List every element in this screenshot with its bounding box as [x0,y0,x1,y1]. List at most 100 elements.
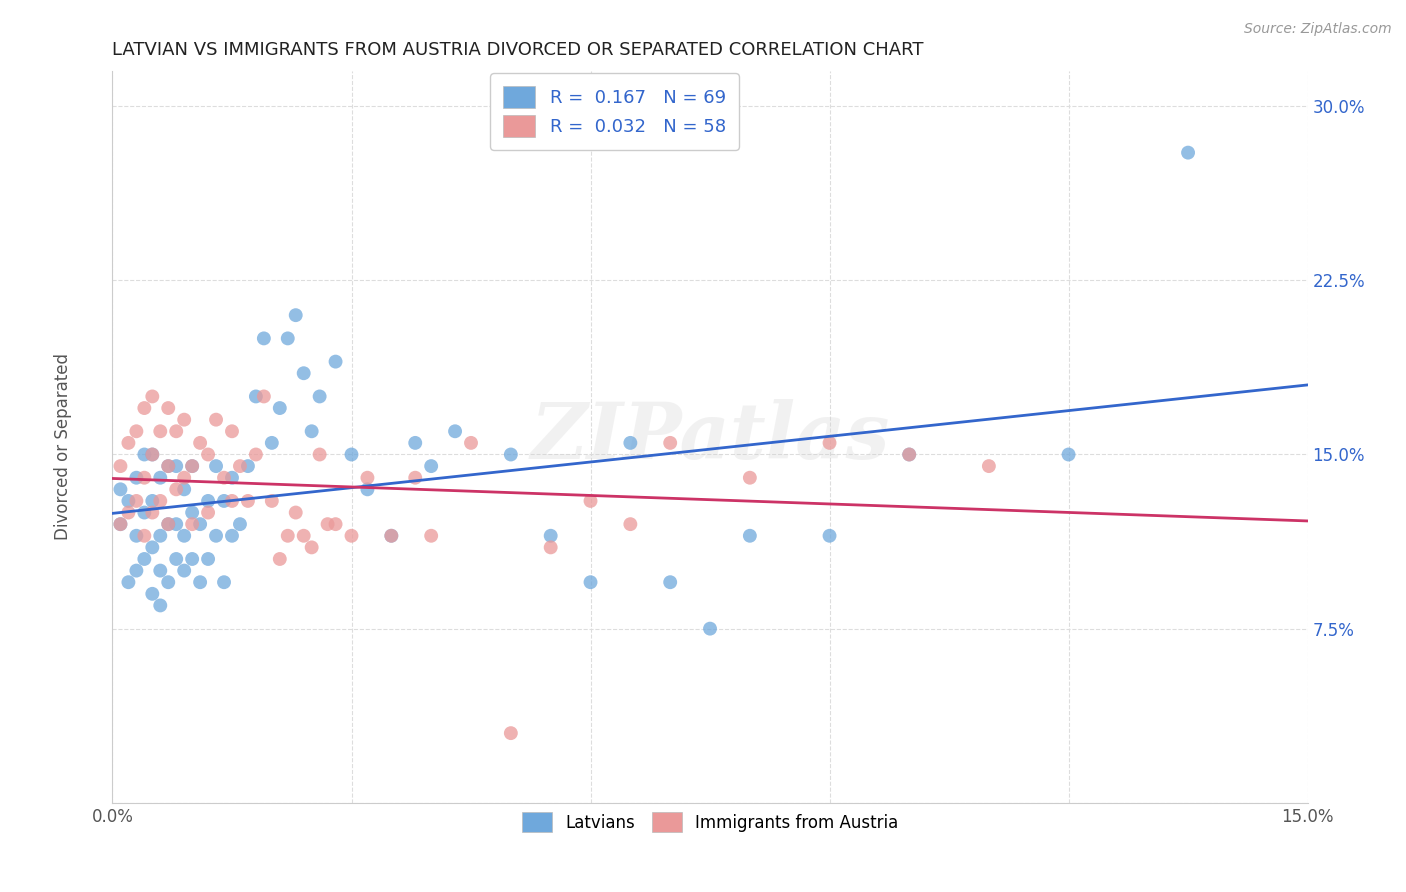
Point [260,436,283,450]
Point [188,436,211,450]
Point [117,506,139,520]
Point [157,575,180,590]
Point [181,459,204,474]
Point [141,506,163,520]
Point [1057,448,1080,462]
Point [540,529,562,543]
Legend: Latvians, Immigrants from Austria: Latvians, Immigrants from Austria [509,798,911,846]
Point [236,494,259,508]
Point [245,448,267,462]
Point [134,529,156,543]
Point [229,459,252,474]
Point [818,436,841,450]
Point [165,424,187,438]
Point [221,471,243,485]
Point [165,552,187,566]
Point [212,494,235,508]
Point [134,506,156,520]
Point [420,529,443,543]
Point [284,506,307,520]
Point [499,448,522,462]
Point [260,494,283,508]
Point [117,575,139,590]
Point [619,436,641,450]
Point [117,494,139,508]
Point [149,599,172,613]
Point [277,529,299,543]
Point [125,564,148,578]
Point [157,459,180,474]
Point [356,483,378,497]
Point [738,471,761,485]
Point [149,494,172,508]
Point [325,517,347,532]
Point [444,424,467,438]
Point [125,529,148,543]
Point [197,448,219,462]
Point [205,459,228,474]
Point [221,529,243,543]
Point [181,552,204,566]
Point [165,517,187,532]
Point [141,587,163,601]
Point [141,541,163,555]
Text: LATVIAN VS IMMIGRANTS FROM AUSTRIA DIVORCED OR SEPARATED CORRELATION CHART: LATVIAN VS IMMIGRANTS FROM AUSTRIA DIVOR… [112,41,924,59]
Point [292,529,315,543]
Point [898,448,921,462]
Point [173,471,195,485]
Point [205,529,228,543]
Point [149,564,172,578]
Point [308,389,330,403]
Point [181,506,204,520]
Text: Divorced or Separated: Divorced or Separated [55,352,72,540]
Point [460,436,482,450]
Point [125,494,148,508]
Point [579,575,602,590]
Point [284,308,307,322]
Point [404,436,426,450]
Point [149,424,172,438]
Point [110,517,132,532]
Point [173,529,195,543]
Point [134,401,156,415]
Point [149,529,172,543]
Point [277,331,299,345]
Point [110,459,132,474]
Point [173,564,195,578]
Point [110,517,132,532]
Point [977,459,1000,474]
Point [188,575,211,590]
Point [619,517,641,532]
Point [157,517,180,532]
Point [356,471,378,485]
Point [181,517,204,532]
Point [499,726,522,740]
Point [818,529,841,543]
Point [157,401,180,415]
Point [236,459,259,474]
Point [134,448,156,462]
Point [173,483,195,497]
Point [141,448,163,462]
Point [205,412,228,426]
Point [125,424,148,438]
Point [141,494,163,508]
Point [269,401,291,415]
Point [141,389,163,403]
Point [404,471,426,485]
Point [141,448,163,462]
Point [1177,145,1199,160]
Point [659,575,682,590]
Point [181,459,204,474]
Point [269,552,291,566]
Point [308,448,330,462]
Point [229,517,252,532]
Point [188,517,211,532]
Point [165,483,187,497]
Text: Source: ZipAtlas.com: Source: ZipAtlas.com [1244,22,1392,37]
Point [212,575,235,590]
Point [197,506,219,520]
Point [110,483,132,497]
Point [699,622,721,636]
Point [134,552,156,566]
